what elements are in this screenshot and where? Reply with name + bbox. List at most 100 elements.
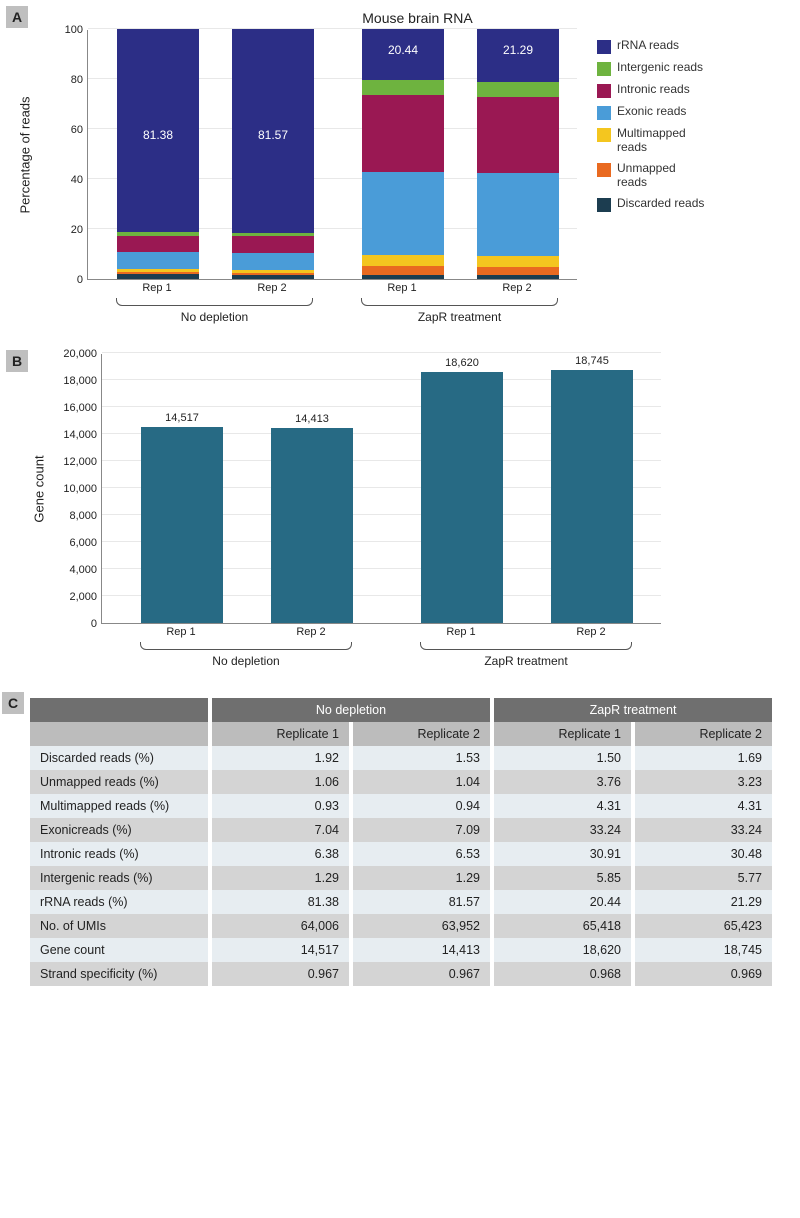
- x-tick-label: Rep 2: [257, 282, 286, 294]
- stacked-bar: 20.44: [362, 29, 444, 279]
- bar-segment: [362, 255, 444, 266]
- y-tick: 12,000: [55, 456, 101, 468]
- group-header: ZapR treatment: [492, 698, 774, 722]
- y-tick: 14,000: [55, 429, 101, 441]
- panel-a-y-axis-label: Percentage of reads: [18, 96, 33, 213]
- y-tick: 4,000: [55, 564, 101, 576]
- bar-segment: [232, 233, 314, 236]
- y-tick: 6,000: [55, 537, 101, 549]
- bar-value-label: 14,517: [165, 412, 199, 427]
- panel-a: A Mouse brain RNA Percentage of reads 02…: [0, 0, 800, 344]
- legend-item: Discarded reads: [597, 196, 707, 212]
- group-label: ZapR treatment: [484, 654, 567, 668]
- panel-b-chart: Gene count 02,0004,0006,0008,00010,00012…: [55, 354, 780, 676]
- panel-a-y-axis: Percentage of reads 020406080100: [55, 30, 87, 280]
- table-cell: 4.31: [492, 794, 633, 818]
- panel-b: B Gene count 02,0004,0006,0008,00010,000…: [0, 344, 800, 688]
- table-cell: 81.38: [210, 890, 351, 914]
- legend-swatch: [597, 128, 611, 142]
- table-cell: 65,418: [492, 914, 633, 938]
- table-header-row-1: No depletion ZapR treatment: [30, 698, 774, 722]
- y-tick: 40: [55, 174, 87, 186]
- table-cell: 65,423: [633, 914, 774, 938]
- sub-header: Replicate 2: [633, 722, 774, 746]
- y-tick: 10,000: [55, 483, 101, 495]
- row-header: Exonicreads (%): [30, 818, 210, 842]
- group-label: No depletion: [181, 310, 248, 324]
- y-tick: 18,000: [55, 375, 101, 387]
- group-bracket: [140, 642, 352, 650]
- y-tick: 60: [55, 124, 87, 136]
- table-cell: 6.53: [351, 842, 492, 866]
- stacked-bar: 81.38: [117, 29, 199, 279]
- bar-segment: [477, 82, 559, 96]
- panel-a-x-labels: Rep 1Rep 2Rep 1Rep 2: [87, 280, 577, 298]
- legend-item: Multimapped reads: [597, 126, 707, 155]
- table-cell: 5.85: [492, 866, 633, 890]
- bar-segment: [362, 266, 444, 275]
- bar-segment: [362, 95, 444, 172]
- table-cell: 1.04: [351, 770, 492, 794]
- group-bracket: [116, 298, 313, 306]
- table-cell: 0.968: [492, 962, 633, 986]
- table-header-row-2: Replicate 1 Replicate 2 Replicate 1 Repl…: [30, 722, 774, 746]
- row-header: Strand specificity (%): [30, 962, 210, 986]
- y-tick: 0: [55, 274, 87, 286]
- table-cell: 0.969: [633, 962, 774, 986]
- table-cell: 30.91: [492, 842, 633, 866]
- legend-label: Intergenic reads: [617, 60, 703, 74]
- sub-header: Replicate 1: [210, 722, 351, 746]
- bar-annotation: 20.44: [388, 43, 418, 57]
- table-row: rRNA reads (%)81.3881.5720.4421.29: [30, 890, 774, 914]
- row-header: Intergenic reads (%): [30, 866, 210, 890]
- table-cell: 1.29: [210, 866, 351, 890]
- bar-segment: [117, 232, 199, 235]
- legend-swatch: [597, 106, 611, 120]
- group-label: ZapR treatment: [418, 310, 501, 324]
- group-header: No depletion: [210, 698, 492, 722]
- x-tick-label: Rep 1: [446, 626, 475, 638]
- legend-label: Exonic reads: [617, 104, 686, 118]
- bar-segment: [362, 275, 444, 279]
- table-cell: 18,620: [492, 938, 633, 962]
- legend-label: Multimapped reads: [617, 126, 707, 155]
- bar-segment: [117, 252, 199, 270]
- group-bracket: [420, 642, 632, 650]
- table-cell: 0.967: [210, 962, 351, 986]
- table-cell: 1.92: [210, 746, 351, 770]
- bar-segment: [477, 97, 559, 173]
- bar-segment: [117, 269, 199, 271]
- panel-c-label: C: [2, 692, 24, 714]
- table-cell: 0.94: [351, 794, 492, 818]
- bar-segment: [117, 236, 199, 252]
- x-tick-label: Rep 2: [296, 626, 325, 638]
- panel-a-group-brackets: No depletion ZapR treatment: [87, 298, 577, 332]
- y-tick: 100: [55, 24, 87, 36]
- x-tick-label: Rep 2: [502, 282, 531, 294]
- legend-swatch: [597, 84, 611, 98]
- table-cell: 5.77: [633, 866, 774, 890]
- row-header: Intronic reads (%): [30, 842, 210, 866]
- table-row: Strand specificity (%)0.9670.9670.9680.9…: [30, 962, 774, 986]
- panel-c: C No depletion ZapR treatment Replicate …: [0, 688, 800, 1006]
- stacked-bar: 21.29: [477, 29, 559, 279]
- legend-item: Unmapped reads: [597, 161, 707, 190]
- panel-b-group-brackets: No depletionZapR treatment: [101, 642, 661, 676]
- table-cell: 1.50: [492, 746, 633, 770]
- table-row: Intronic reads (%)6.386.5330.9130.48: [30, 842, 774, 866]
- bar-segment: [477, 275, 559, 279]
- row-header: Unmapped reads (%): [30, 770, 210, 794]
- bar-segment: [232, 275, 314, 279]
- table-row: No. of UMIs64,00663,95265,41865,423: [30, 914, 774, 938]
- x-tick-label: Rep 2: [576, 626, 605, 638]
- bar-annotation: 81.38: [143, 128, 173, 142]
- y-tick: 2,000: [55, 591, 101, 603]
- table-row: Intergenic reads (%)1.291.295.855.77: [30, 866, 774, 890]
- legend-swatch: [597, 62, 611, 76]
- table-cell: 0.93: [210, 794, 351, 818]
- bar-value-label: 18,745: [575, 355, 609, 370]
- panel-a-plot: 81.3881.5720.4421.29: [87, 30, 577, 280]
- table-cell: 7.09: [351, 818, 492, 842]
- table-cell: 7.04: [210, 818, 351, 842]
- table-row: Multimapped reads (%)0.930.944.314.31: [30, 794, 774, 818]
